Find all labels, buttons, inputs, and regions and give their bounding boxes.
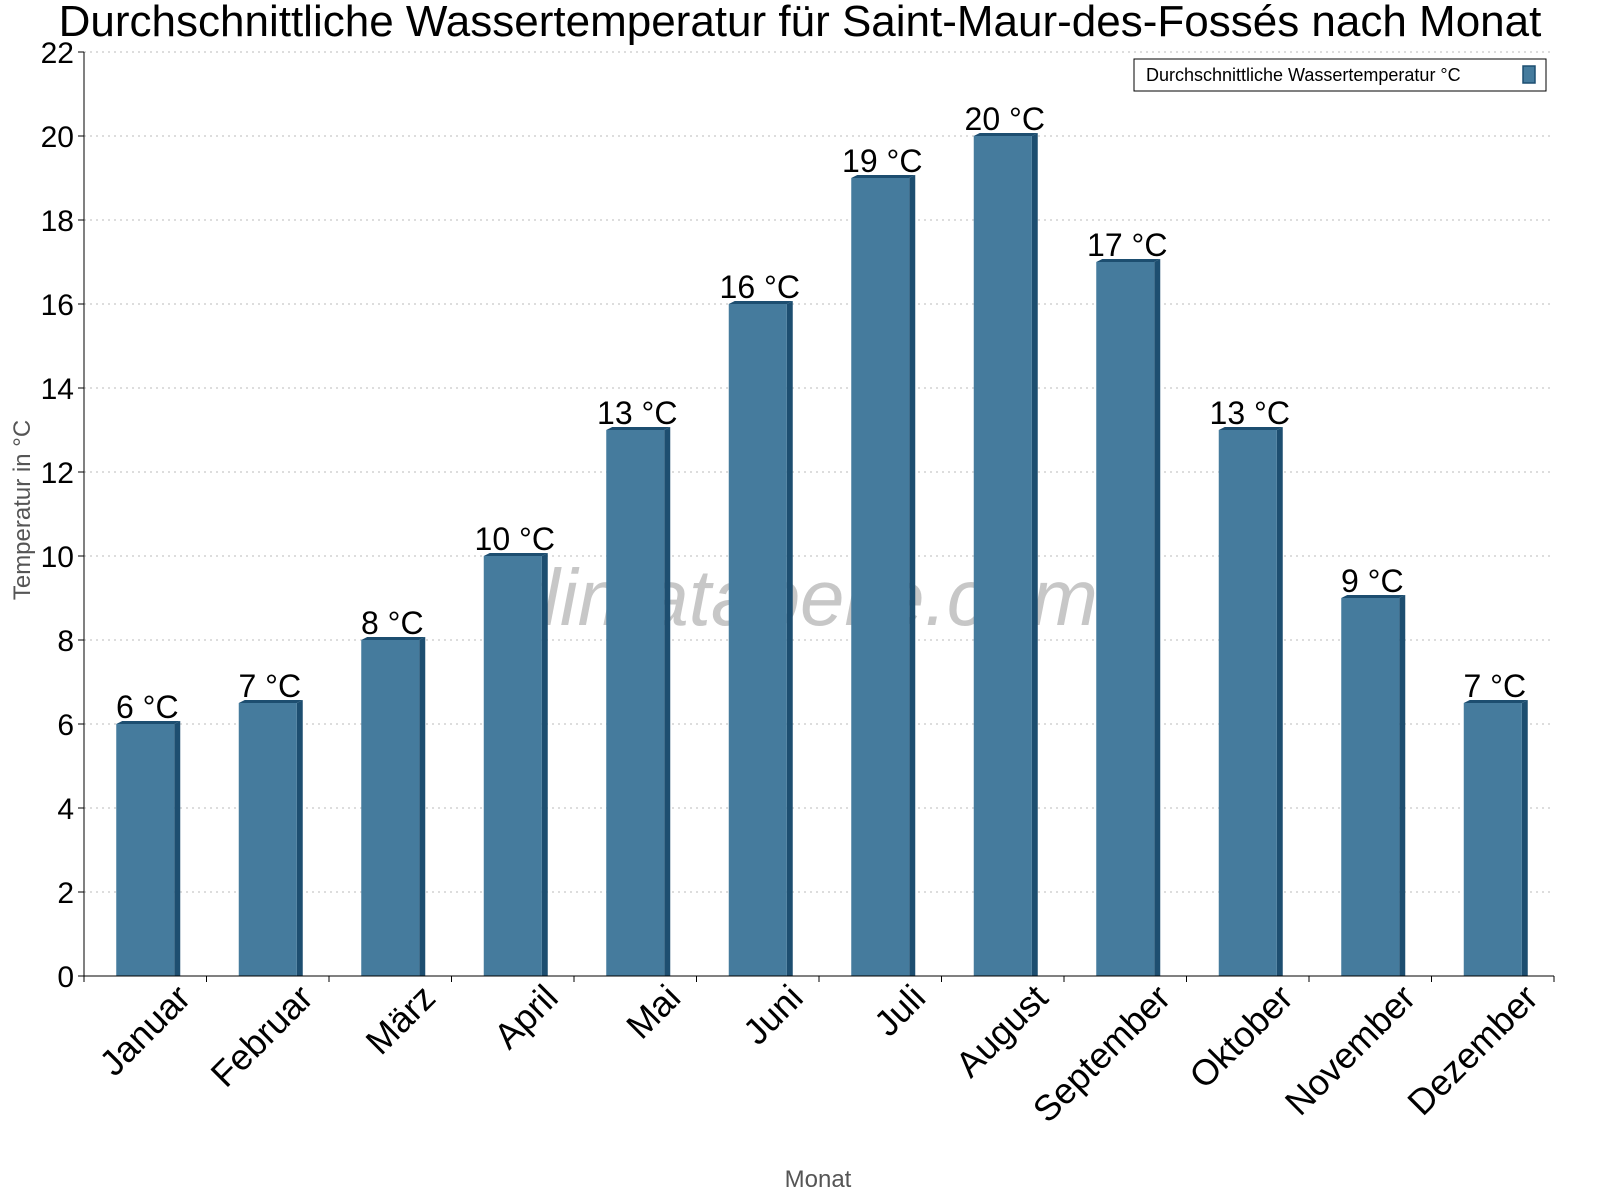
gridlines [84, 51, 1554, 893]
bar-front [728, 304, 787, 976]
bar-side [664, 427, 671, 976]
y-tick-label: 8 [57, 625, 74, 658]
bar [1341, 595, 1406, 976]
bar-front [1341, 598, 1400, 976]
legend-label: Durchschnittliche Wassertemperatur °C [1146, 65, 1461, 85]
bar [973, 133, 1038, 976]
x-axis-ticks: Januar Februar März April Mai Juni Juli AugustS… [83, 976, 1555, 1130]
y-tick-label: 4 [57, 793, 74, 826]
data-label: 7 °C [1463, 668, 1526, 704]
bar [728, 301, 793, 976]
legend-box [1133, 58, 1547, 92]
bar-side [174, 721, 181, 976]
bar-front [1096, 262, 1155, 976]
y-tick-label: 22 [41, 37, 74, 70]
x-tick-label: Juni [735, 977, 811, 1053]
bar-front [973, 136, 1032, 976]
data-label: 17 °C [1087, 227, 1167, 263]
y-tick-label: 16 [41, 289, 74, 322]
bar [1463, 700, 1528, 976]
x-tick-label: Januar [91, 977, 198, 1084]
bar-front [606, 430, 665, 976]
bar-top [606, 427, 671, 430]
bar-side [786, 301, 793, 976]
bar-side [419, 637, 426, 976]
y-tick-label: 2 [57, 877, 74, 910]
bar-side [1521, 700, 1528, 976]
bar-top [483, 553, 548, 556]
bar-side [1154, 259, 1161, 976]
bar [361, 637, 426, 976]
bar [606, 427, 671, 976]
data-label: 9 °C [1341, 563, 1404, 599]
bar-side [541, 553, 548, 976]
bar [116, 721, 181, 976]
data-label: 6 °C [116, 689, 179, 725]
bar-side [296, 700, 303, 976]
bar [1218, 427, 1283, 976]
x-tick-label: Dezember [1399, 977, 1545, 1123]
y-tick-label: 0 [57, 961, 74, 994]
data-label: 8 °C [361, 605, 424, 641]
bar [1096, 259, 1161, 976]
y-tick-label: 6 [57, 709, 74, 742]
x-tick-label: Mai [618, 977, 688, 1047]
bar-top [238, 700, 303, 703]
x-axis-title: Monat [785, 1166, 852, 1193]
x-tick-label: Februar [203, 977, 321, 1095]
x-tick-label: November [1277, 977, 1423, 1123]
bar [483, 553, 548, 976]
data-label: 7 °C [238, 668, 301, 704]
y-tick-label: 10 [41, 541, 74, 574]
bar-top [851, 175, 916, 178]
bar-front [1463, 703, 1522, 976]
data-label: 20 °C [965, 101, 1045, 137]
bar-top [728, 301, 793, 304]
bar-top [361, 637, 426, 640]
bar-top [1463, 700, 1528, 703]
y-tick-label: 20 [41, 121, 74, 154]
legend: Durchschnittliche Wassertemperatur °C [1133, 58, 1547, 92]
data-label: 13 °C [597, 395, 677, 431]
bar-front [851, 178, 910, 976]
bar-side [1031, 133, 1038, 976]
bar-top [973, 133, 1038, 136]
bar-front [116, 724, 175, 976]
y-tick-label: 18 [41, 205, 74, 238]
bar-side [1399, 595, 1406, 976]
bars [116, 133, 1528, 976]
bar-top [116, 721, 181, 724]
y-axis-title: Temperatur in °C [9, 420, 36, 600]
bar-front [1218, 430, 1277, 976]
bar-side [1276, 427, 1283, 976]
data-labels: 6 °C 7 °C 8 °C 10 °C 13 °C 16 °C 19 °C 20 °C 17 … [116, 101, 1526, 725]
x-tick-label: August [947, 977, 1055, 1085]
x-tick-label: Juli [866, 977, 933, 1044]
bar-top [1096, 259, 1161, 262]
bar-top [1341, 595, 1406, 598]
x-tick-label: März [358, 977, 444, 1063]
data-label: 19 °C [842, 143, 922, 179]
data-label: 10 °C [475, 521, 555, 557]
x-tick-label: April [486, 977, 566, 1057]
data-label: 13 °C [1210, 395, 1290, 431]
x-tick-label: Oktober [1181, 977, 1301, 1097]
bar-top [1218, 427, 1283, 430]
bar [238, 700, 303, 976]
y-axis-ticks: 0 2 4 6 8 10 12 14 16 18 20 22 [41, 37, 84, 994]
y-tick-label: 14 [41, 373, 74, 406]
bar-front [483, 556, 542, 976]
data-label: 16 °C [720, 269, 800, 305]
axes [83, 52, 1554, 977]
bar-front [238, 703, 297, 976]
bar-front [361, 640, 420, 976]
bar [851, 175, 916, 976]
y-tick-label: 12 [41, 457, 74, 490]
bar-side [909, 175, 916, 976]
legend-swatch [1522, 65, 1536, 84]
chart-title: Durchschnittliche Wassertemperatur für S… [59, 0, 1542, 46]
